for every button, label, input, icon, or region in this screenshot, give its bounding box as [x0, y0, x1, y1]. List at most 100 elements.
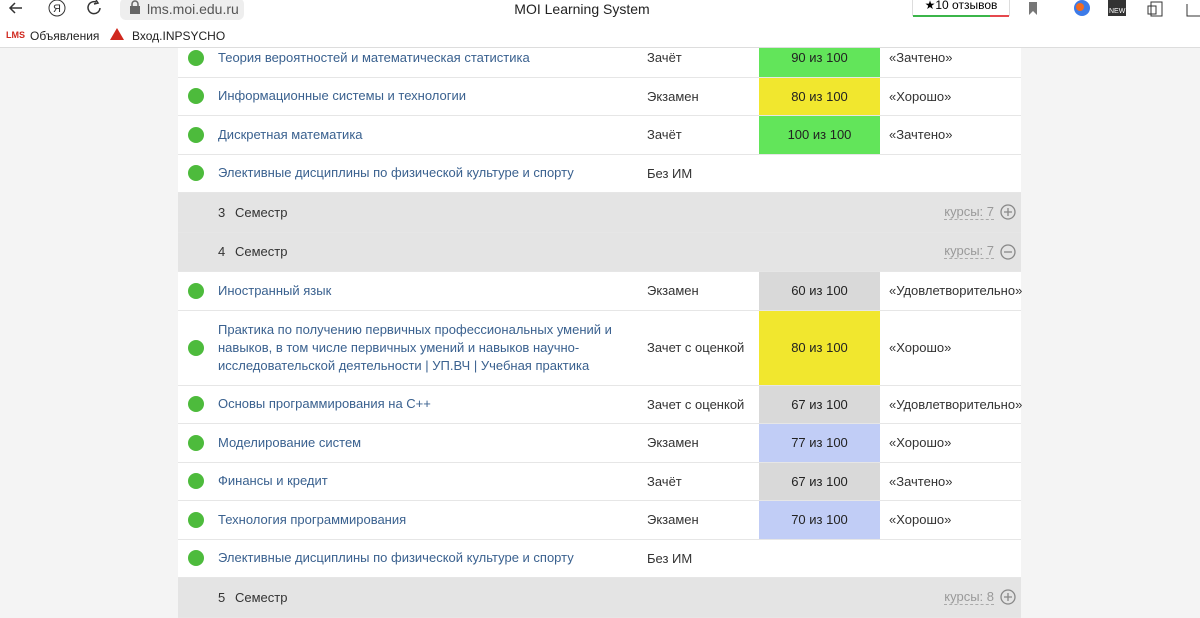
address-bar[interactable]: lms.moi.edu.ru — [120, 0, 244, 20]
semester-row[interactable]: 3 Семестр курсы: 7 — [178, 193, 1021, 233]
score-cell: 67 из 100 — [759, 462, 880, 500]
status-dot — [188, 49, 204, 66]
control-type: Зачет с оценкой — [647, 396, 745, 412]
result: «Зачтено» — [889, 127, 953, 143]
status-dot — [188, 282, 204, 299]
result: «Хорошо» — [889, 340, 952, 355]
control-type: Зачёт — [647, 127, 682, 143]
bookmark-icon[interactable] — [1029, 2, 1037, 15]
courses-count[interactable]: курсы: 7 — [944, 243, 994, 260]
control-type: Без ИМ — [647, 165, 693, 181]
grades-table: Теория вероятностей и математическая ста… — [178, 39, 1023, 618]
course-link[interactable]: Практика по получению первичных професси… — [218, 321, 612, 373]
status-dot — [188, 550, 204, 567]
page-title: MOI Learning System — [514, 1, 650, 17]
course-row: Элективные дисциплины по физической куль… — [178, 155, 1021, 193]
control-type: Зачет с оценкой — [647, 340, 745, 355]
course-row: Информационные системы и технологии Экзам… — [178, 77, 1021, 116]
course-row: Иностранный язык Экзамен 60 из 100 «Удовлет… — [178, 272, 1023, 311]
copy-icon[interactable] — [1147, 1, 1163, 17]
semester-row[interactable]: 4 Семестр курсы: 7 — [178, 232, 1021, 272]
browser-toolbar: Я lms.moi.edu.ru MOI Learning System ★10… — [0, 0, 1200, 24]
expand-icon[interactable] — [1000, 204, 1016, 220]
nav-icons: Я — [8, 0, 101, 17]
back-button[interactable] — [8, 2, 22, 14]
courses-count[interactable]: курсы: 8 — [944, 588, 994, 605]
control-type: Экзамен — [647, 283, 699, 299]
control-type: Экзамен — [647, 512, 699, 528]
bookmarks-bar: LMS Объявления Вход.INPSYCHO — [0, 24, 1200, 48]
collapse-icon[interactable] — [1000, 244, 1016, 260]
result: «Хорошо» — [889, 88, 952, 104]
status-dot — [188, 165, 204, 182]
news-label: NEW — [1109, 8, 1126, 15]
result: «Зачтено» — [889, 50, 953, 66]
courses-count[interactable]: курсы: 7 — [944, 203, 994, 220]
course-row: Основы программирования на С++ Зачет с оц… — [178, 385, 1023, 424]
semester-number: 4 — [218, 244, 226, 260]
course-link[interactable]: Дискретная математика — [218, 126, 363, 142]
status-dot — [188, 339, 204, 356]
course-link[interactable]: Теория вероятностей и математическая ста… — [218, 49, 530, 65]
course-link[interactable]: Финансы и кредит — [218, 473, 328, 489]
control-type: Экзамен — [647, 88, 699, 104]
course-link[interactable]: Технология программирования — [218, 511, 407, 527]
course-link[interactable]: Элективные дисциплины по физической куль… — [218, 165, 574, 181]
score-cell: 100 из 100 — [759, 116, 880, 154]
semester-label: Семестр — [235, 589, 288, 605]
url: lms.moi.edu.ru — [147, 1, 239, 17]
expand-icon[interactable] — [1000, 589, 1016, 605]
status-dot — [188, 511, 204, 528]
status-dot — [188, 473, 204, 490]
extension-icon-dot — [1076, 3, 1084, 11]
course-link[interactable]: Моделирование систем — [218, 434, 362, 450]
score-cell: 80 из 100 — [759, 310, 880, 385]
toolbar-icons: NEW — [1029, 0, 1200, 17]
control-type: Экзамен — [647, 435, 699, 451]
course-row: Дискретная математика Зачёт 100 из 100 «Зач… — [178, 116, 1021, 155]
result: «Зачтено» — [889, 473, 953, 489]
course-row: Технология программирования Экзамен 70 из … — [178, 501, 1021, 540]
reviews-text: 10 отзывов — [935, 0, 998, 12]
semester-label: Семестр — [235, 204, 288, 220]
semester-row[interactable]: 5 Семестр курсы: 8 — [178, 578, 1021, 618]
status-dot — [188, 88, 204, 105]
course-link[interactable]: Информационные системы и технологии — [218, 88, 466, 104]
semester-number: 5 — [218, 589, 226, 605]
result: «Хорошо» — [889, 435, 952, 451]
yandex-letter: Я — [53, 3, 61, 15]
control-type: Зачёт — [647, 473, 682, 489]
score-cell: 67 из 100 — [759, 385, 880, 423]
score-cell: 60 из 100 — [759, 272, 880, 310]
reviews-badge[interactable]: ★10 отзывов — [912, 0, 1010, 17]
news-icon[interactable] — [1108, 0, 1126, 16]
control-type: Зачёт — [647, 50, 682, 66]
bookmark[interactable]: Объявления — [30, 29, 100, 43]
inpsycho-icon — [110, 28, 124, 40]
semester-number: 3 — [218, 204, 226, 220]
score-cell: 70 из 100 — [759, 501, 880, 539]
control-type: Без ИМ — [647, 550, 693, 566]
status-dot — [188, 126, 204, 143]
lock-icon — [130, 0, 140, 14]
reload-button[interactable] — [87, 0, 101, 15]
result: «Удовлетворительно» — [889, 396, 1023, 412]
score-cell: 80 из 100 — [759, 77, 880, 115]
result: «Удовлетворительно» — [889, 283, 1023, 299]
course-row: Элективные дисциплины по физической куль… — [178, 540, 1021, 578]
bookmark[interactable]: Вход.INPSYCHO — [132, 29, 226, 43]
download-icon[interactable] — [1186, 4, 1200, 17]
course-link[interactable]: Основы программирования на С++ — [218, 396, 431, 412]
course-link[interactable]: Иностранный язык — [218, 282, 332, 298]
semester-label: Семестр — [235, 244, 288, 260]
yandex-button[interactable] — [48, 0, 66, 17]
course-link[interactable]: Элективные дисциплины по физической куль… — [218, 550, 574, 566]
course-row: Практика по получению первичных професси… — [178, 310, 1021, 386]
lms-icon: LMS — [6, 30, 25, 40]
course-row: Моделирование систем Экзамен 77 из 100 «Хор… — [178, 424, 1021, 463]
status-dot — [188, 434, 204, 451]
result: «Хорошо» — [889, 512, 952, 528]
status-dot — [188, 396, 204, 413]
course-row: Финансы и кредит Зачёт 67 из 100 «Зачтено» — [178, 462, 1021, 501]
